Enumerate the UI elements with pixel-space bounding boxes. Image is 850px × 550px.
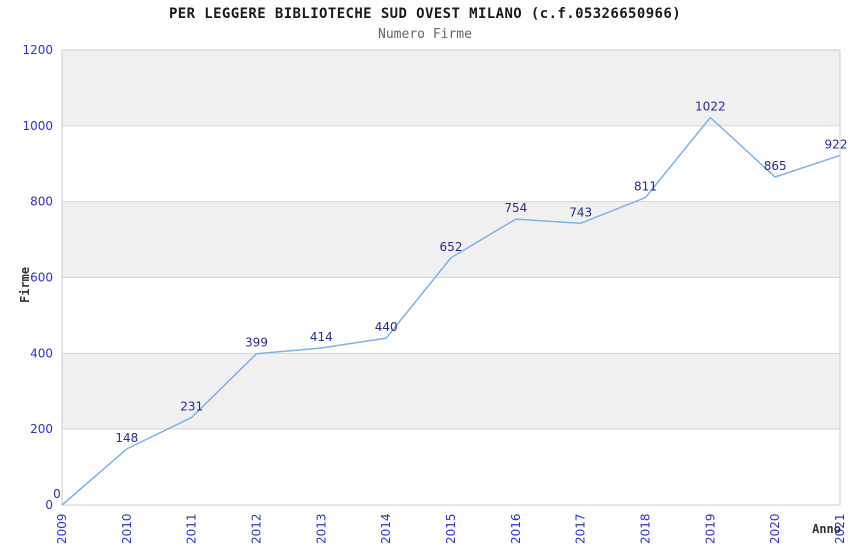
x-tick-label: 2017 (574, 513, 588, 544)
x-tick-label: 2012 (250, 513, 264, 544)
y-tick-label: 400 (30, 346, 53, 360)
x-tick-label: 2011 (185, 513, 199, 544)
x-tick-label: 2020 (768, 513, 782, 544)
x-tick-label: 2014 (379, 513, 393, 544)
data-point-label: 754 (504, 201, 527, 215)
chart-subtitle: Numero Firme (378, 27, 472, 42)
x-tick-label: 2021 (833, 513, 847, 544)
chart-title: PER LEGGERE BIBLIOTECHE SUD OVEST MILANO… (168, 6, 682, 22)
data-point-label: 414 (310, 330, 333, 344)
x-axis-title: Anno (812, 522, 841, 536)
data-point-label: 811 (634, 179, 657, 193)
data-point-label: 922 (825, 137, 848, 151)
plot-band (62, 201, 840, 278)
plot-border (61, 49, 841, 506)
x-tick-label: 2018 (639, 513, 653, 544)
x-tick-label: 2019 (703, 513, 717, 544)
y-tick-label: 1000 (22, 119, 53, 133)
x-tick-label: 2013 (314, 513, 328, 544)
data-point-label: 440 (375, 320, 398, 334)
data-point-label: 743 (569, 205, 592, 219)
data-point-label: 231 (180, 399, 203, 413)
data-point-label: 399 (245, 336, 268, 350)
data-point-label: 865 (764, 159, 787, 173)
x-tick-label: 2015 (444, 513, 458, 544)
plot-band (62, 353, 840, 430)
y-tick-label: 0 (45, 498, 53, 512)
y-tick-label: 200 (30, 422, 53, 436)
y-axis-title: Firme (18, 267, 32, 303)
data-point-label: 0 (53, 487, 61, 501)
y-tick-label: 1200 (22, 43, 53, 57)
x-tick-label: 2016 (509, 513, 523, 544)
x-tick-label: 2009 (55, 513, 69, 544)
series-line (61, 116, 841, 506)
data-point-label: 652 (440, 240, 463, 254)
data-point-label: 148 (115, 431, 138, 445)
data-point-label: 1022 (695, 99, 726, 113)
x-tick-label: 2010 (120, 513, 134, 544)
plot-band (62, 50, 840, 126)
y-tick-label: 800 (30, 195, 53, 209)
y-tick-label: 600 (30, 271, 53, 285)
